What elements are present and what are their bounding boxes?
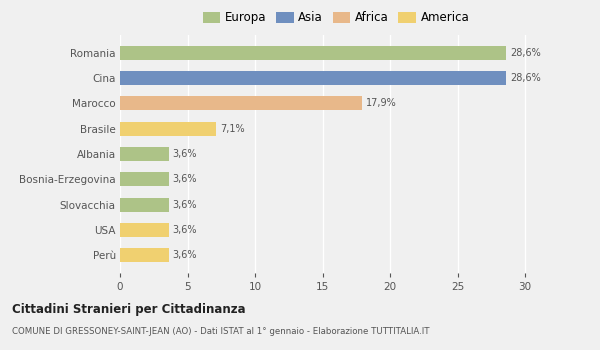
Text: Cittadini Stranieri per Cittadinanza: Cittadini Stranieri per Cittadinanza [12, 303, 245, 316]
Text: 28,6%: 28,6% [510, 73, 541, 83]
Text: COMUNE DI GRESSONEY-SAINT-JEAN (AO) - Dati ISTAT al 1° gennaio - Elaborazione TU: COMUNE DI GRESSONEY-SAINT-JEAN (AO) - Da… [12, 327, 430, 336]
Bar [120, 97, 362, 110]
Text: 3,6%: 3,6% [173, 174, 197, 184]
Text: 7,1%: 7,1% [220, 124, 245, 134]
Bar [120, 172, 169, 186]
Text: 3,6%: 3,6% [173, 250, 197, 260]
Text: 3,6%: 3,6% [173, 225, 197, 235]
Text: 17,9%: 17,9% [366, 98, 397, 108]
Bar [120, 71, 506, 85]
Bar [120, 46, 506, 60]
Text: 3,6%: 3,6% [173, 199, 197, 210]
Bar [120, 122, 216, 136]
Text: 3,6%: 3,6% [173, 149, 197, 159]
Bar [120, 248, 169, 262]
Bar [120, 147, 169, 161]
Text: 28,6%: 28,6% [510, 48, 541, 58]
Bar [120, 223, 169, 237]
Bar [120, 198, 169, 211]
Legend: Europa, Asia, Africa, America: Europa, Asia, Africa, America [200, 9, 472, 27]
